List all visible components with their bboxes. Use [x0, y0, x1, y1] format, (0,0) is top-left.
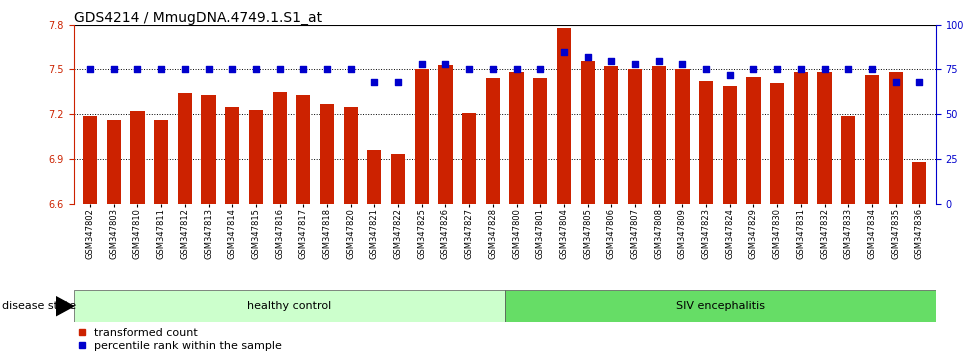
- Point: [248, 67, 264, 72]
- Text: healthy control: healthy control: [247, 301, 331, 311]
- Bar: [296, 95, 311, 204]
- Point: [864, 67, 880, 72]
- Point: [888, 79, 904, 85]
- Bar: [154, 120, 169, 204]
- Bar: [225, 107, 239, 204]
- Point: [296, 67, 312, 72]
- Point: [106, 67, 122, 72]
- Bar: [368, 150, 381, 204]
- Bar: [505, 290, 936, 322]
- Point: [532, 67, 548, 72]
- Point: [462, 67, 477, 72]
- Point: [485, 67, 501, 72]
- Point: [319, 67, 335, 72]
- Bar: [486, 78, 500, 204]
- Point: [82, 67, 98, 72]
- Text: GDS4214 / MmugDNA.4749.1.S1_at: GDS4214 / MmugDNA.4749.1.S1_at: [74, 11, 321, 25]
- Point: [414, 61, 429, 67]
- Text: disease state: disease state: [2, 301, 76, 311]
- Point: [769, 67, 785, 72]
- Text: SIV encephalitis: SIV encephalitis: [676, 301, 764, 311]
- Point: [271, 67, 287, 72]
- Bar: [415, 69, 429, 204]
- Point: [390, 79, 406, 85]
- Point: [367, 79, 382, 85]
- Point: [793, 67, 808, 72]
- Point: [841, 67, 857, 72]
- Bar: [438, 65, 453, 204]
- Bar: [249, 110, 263, 204]
- Bar: [841, 116, 856, 204]
- Point: [343, 67, 359, 72]
- Point: [911, 79, 927, 85]
- Point: [651, 58, 666, 63]
- Point: [438, 61, 454, 67]
- Bar: [557, 28, 571, 204]
- Bar: [747, 77, 760, 204]
- Point: [580, 54, 596, 60]
- Bar: [770, 83, 784, 204]
- Bar: [652, 67, 665, 204]
- Bar: [319, 104, 334, 204]
- Bar: [391, 154, 405, 204]
- Bar: [722, 86, 737, 204]
- Bar: [580, 61, 595, 204]
- Bar: [533, 78, 548, 204]
- Point: [816, 67, 832, 72]
- Bar: [202, 95, 216, 204]
- Point: [201, 67, 217, 72]
- Point: [509, 67, 524, 72]
- Point: [698, 67, 713, 72]
- Point: [177, 67, 193, 72]
- Bar: [794, 73, 808, 204]
- Bar: [817, 73, 832, 204]
- Bar: [130, 111, 145, 204]
- Point: [224, 67, 240, 72]
- Bar: [889, 73, 903, 204]
- Bar: [628, 69, 642, 204]
- Bar: [83, 116, 97, 204]
- Bar: [462, 113, 476, 204]
- Bar: [107, 120, 121, 204]
- Point: [627, 61, 643, 67]
- Point: [674, 61, 690, 67]
- Point: [604, 58, 619, 63]
- Bar: [344, 107, 358, 204]
- Point: [129, 67, 145, 72]
- Bar: [864, 75, 879, 204]
- Point: [153, 67, 169, 72]
- Point: [556, 49, 571, 55]
- Bar: [74, 290, 505, 322]
- Point: [746, 67, 761, 72]
- Bar: [272, 92, 287, 204]
- Bar: [675, 69, 690, 204]
- Bar: [912, 162, 926, 204]
- Legend: transformed count, percentile rank within the sample: transformed count, percentile rank withi…: [79, 328, 281, 351]
- Bar: [699, 81, 713, 204]
- Point: [722, 72, 738, 78]
- Bar: [605, 67, 618, 204]
- Bar: [510, 73, 523, 204]
- Bar: [177, 93, 192, 204]
- Polygon shape: [56, 297, 74, 316]
